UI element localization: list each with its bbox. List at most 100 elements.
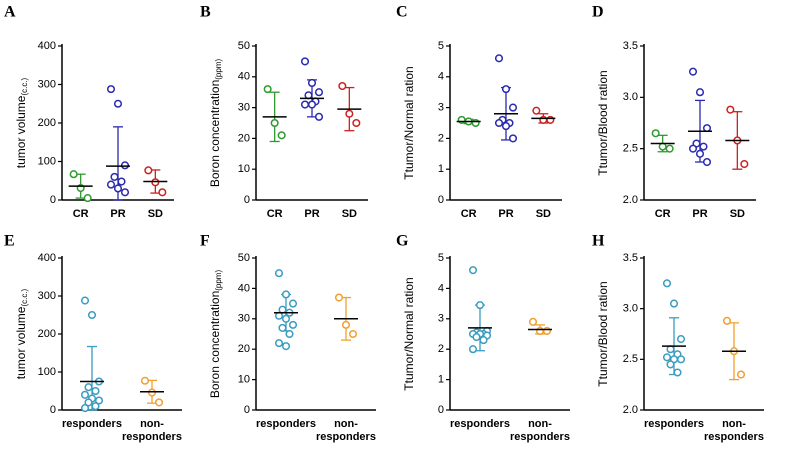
data-point [288, 299, 298, 308]
data-point [676, 355, 686, 364]
data-point [722, 316, 732, 325]
data-point [676, 335, 686, 344]
data-point [479, 336, 488, 345]
y-tick-label: 3.0 [623, 91, 638, 103]
data-point [307, 78, 317, 88]
panel-letter: G [396, 233, 409, 250]
data-point [314, 88, 324, 97]
x-tick-label-line: responders [316, 431, 376, 443]
data-point [278, 323, 287, 332]
y-tick-label: 0 [244, 404, 250, 416]
x-tick-label: CR [655, 208, 671, 220]
data-point [113, 184, 123, 193]
y-tick-label: 50 [238, 252, 250, 264]
y-tick-label: 3.0 [623, 303, 638, 315]
x-tick-label: PR [110, 208, 125, 220]
data-point [80, 404, 90, 413]
data-point [94, 396, 104, 405]
y-tick-label: 10 [238, 163, 250, 175]
x-tick-label-line: responders [510, 431, 570, 443]
data-point [120, 161, 130, 170]
y-tick-label: 5 [438, 252, 444, 264]
x-tick-label-line: non- [722, 418, 746, 430]
y-axis-label: Ttumor/Blood ration [596, 281, 610, 386]
y-tick-label: 0 [50, 404, 56, 416]
data-point [348, 329, 358, 339]
y-axis-label: Ttumor/Normal ration [402, 66, 416, 179]
data-point [695, 149, 705, 158]
x-tick-label: SD [536, 208, 551, 220]
y-axis-label: tumor volume(c.c.) [14, 288, 29, 379]
y-axis-label: Ttumor/Normal ration [402, 277, 416, 390]
y-tick-label: 3 [438, 102, 444, 114]
data-point [468, 345, 478, 354]
y-tick-label: 20 [238, 343, 250, 355]
y-tick-label: 4 [438, 282, 444, 294]
data-point [314, 112, 324, 121]
y-tick-label: 4 [438, 71, 444, 83]
y-tick-label: 200 [38, 328, 56, 340]
data-point [669, 299, 679, 308]
x-tick-label: CR [461, 208, 477, 220]
data-point [83, 194, 92, 203]
y-tick-label: 2 [438, 343, 444, 355]
data-point [281, 342, 291, 351]
y-tick-label: 20 [238, 132, 250, 144]
data-point [457, 115, 466, 124]
data-point [288, 320, 298, 329]
x-tick-label: responders [62, 418, 122, 430]
panel-letter: F [200, 233, 210, 250]
y-tick-label: 3 [438, 313, 444, 325]
data-point [91, 402, 100, 411]
data-point [274, 269, 284, 278]
y-axis-label: Ttumor/Blood ration [596, 70, 610, 175]
panel-letter: C [396, 4, 408, 21]
panel-letter: A [4, 4, 16, 21]
y-axis-label-unit: (ppm) [214, 270, 223, 291]
panel: F Boron concentration(ppm) 0 10 20 30 40 50 resp… [200, 233, 376, 443]
y-tick-label: 100 [38, 155, 56, 167]
y-axis-label-text: Boron concentration [208, 80, 222, 187]
data-point [84, 383, 93, 392]
y-tick-label: 400 [38, 40, 56, 52]
data-point [546, 115, 555, 124]
y-tick-label: 300 [38, 78, 56, 90]
y-axis-label-text: Boron concentration [208, 291, 222, 398]
data-point [665, 144, 674, 153]
data-point [117, 177, 126, 186]
data-point [277, 131, 286, 140]
data-point [501, 85, 511, 94]
data-point [151, 178, 160, 187]
data-point [468, 266, 478, 275]
y-axis-label: tumor volume(c.c.) [14, 77, 29, 168]
data-point [144, 166, 153, 175]
data-point [508, 103, 518, 112]
x-tick-label: responders [256, 418, 316, 430]
data-point [472, 332, 481, 342]
data-point [80, 296, 90, 305]
data-point [69, 170, 78, 179]
data-point [662, 279, 672, 288]
x-tick-label: responders [450, 418, 510, 430]
y-axis-label-unit: (ppm) [214, 59, 223, 80]
data-point [285, 329, 294, 339]
y-axis-label-unit: (c.c.) [20, 77, 29, 95]
y-tick-label: 2.0 [623, 404, 638, 416]
data-point [281, 314, 291, 323]
data-point [352, 118, 361, 128]
data-point [702, 124, 712, 133]
data-point [91, 386, 100, 396]
y-tick-label: 2.5 [623, 143, 638, 155]
panel-letter: H [592, 233, 605, 250]
data-point [673, 368, 682, 377]
x-tick-label: PR [498, 208, 513, 220]
data-point [695, 88, 705, 97]
data-point [281, 290, 291, 299]
y-tick-label: 200 [38, 117, 56, 129]
data-point [110, 172, 119, 181]
data-point [688, 67, 698, 76]
panel-letter: D [592, 4, 604, 21]
y-axis-label-text: Ttumor/Blood ration [596, 281, 610, 386]
